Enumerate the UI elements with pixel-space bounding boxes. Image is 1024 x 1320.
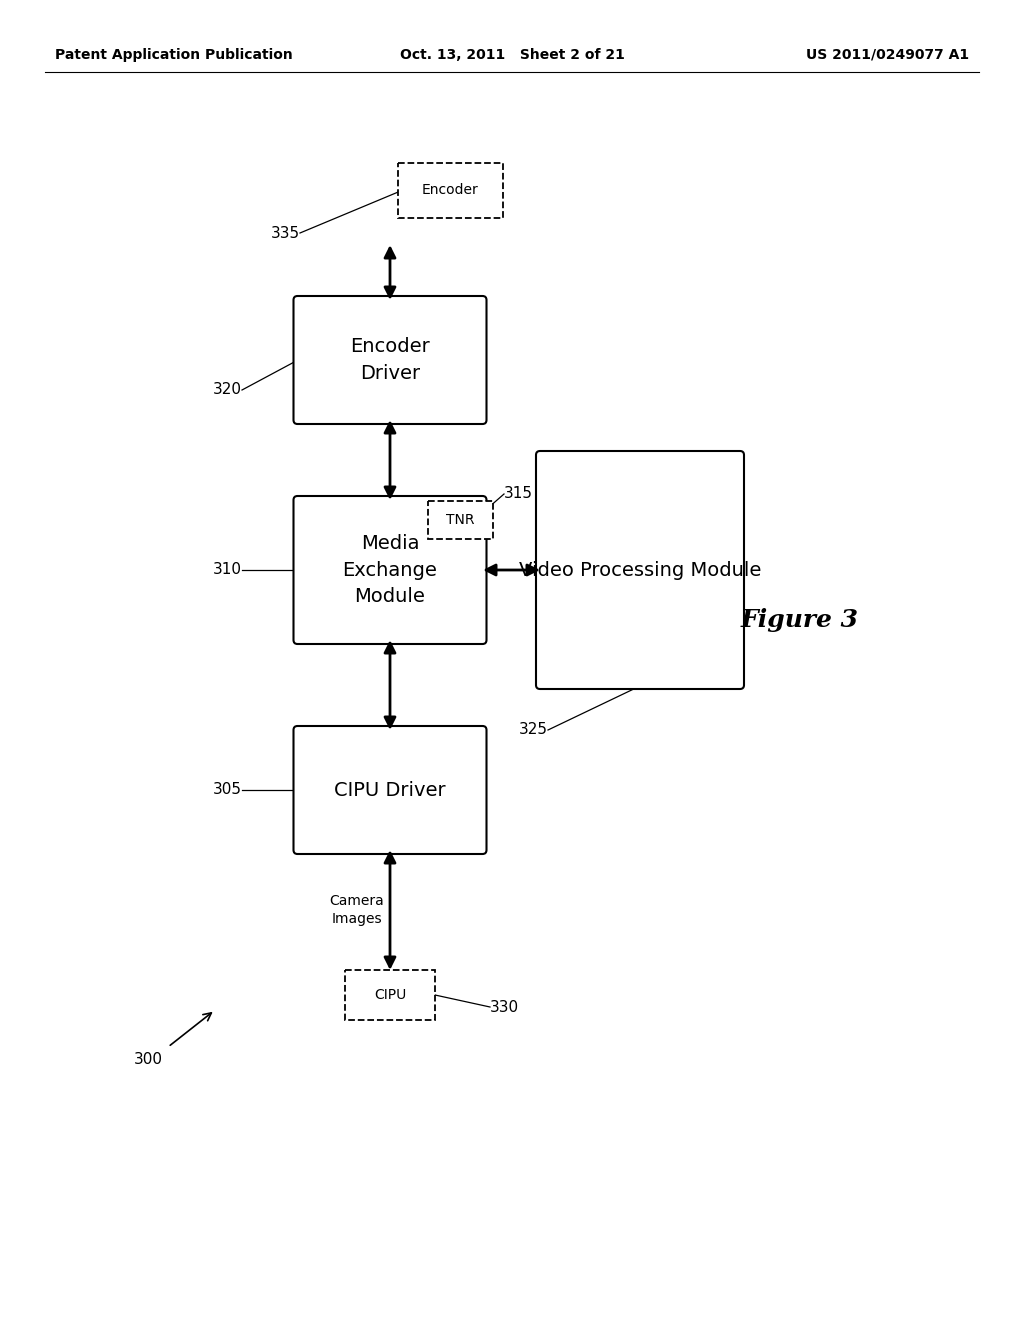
Text: Encoder: Encoder bbox=[422, 183, 478, 197]
Text: Encoder
Driver: Encoder Driver bbox=[350, 337, 430, 383]
Text: 315: 315 bbox=[504, 487, 534, 502]
Text: Camera
Images: Camera Images bbox=[330, 895, 384, 925]
Bar bbox=[345, 970, 435, 1020]
Text: CIPU Driver: CIPU Driver bbox=[334, 780, 445, 800]
Text: 305: 305 bbox=[213, 783, 242, 797]
Text: TNR: TNR bbox=[445, 513, 474, 527]
Text: CIPU: CIPU bbox=[374, 987, 407, 1002]
Text: Figure 3: Figure 3 bbox=[741, 609, 859, 632]
FancyBboxPatch shape bbox=[536, 451, 744, 689]
Text: 320: 320 bbox=[213, 383, 242, 397]
Text: Video Processing Module: Video Processing Module bbox=[519, 561, 761, 579]
FancyBboxPatch shape bbox=[294, 496, 486, 644]
Text: 300: 300 bbox=[133, 1052, 163, 1068]
FancyBboxPatch shape bbox=[294, 726, 486, 854]
Text: 330: 330 bbox=[490, 999, 519, 1015]
Bar bbox=[427, 502, 493, 539]
Text: Media
Exchange
Module: Media Exchange Module bbox=[343, 535, 437, 606]
Text: 335: 335 bbox=[271, 226, 300, 240]
Bar bbox=[397, 162, 503, 218]
Text: 310: 310 bbox=[213, 562, 242, 578]
Text: Patent Application Publication: Patent Application Publication bbox=[55, 48, 293, 62]
Text: 325: 325 bbox=[519, 722, 548, 738]
FancyBboxPatch shape bbox=[294, 296, 486, 424]
Text: US 2011/0249077 A1: US 2011/0249077 A1 bbox=[806, 48, 969, 62]
Text: Oct. 13, 2011   Sheet 2 of 21: Oct. 13, 2011 Sheet 2 of 21 bbox=[399, 48, 625, 62]
